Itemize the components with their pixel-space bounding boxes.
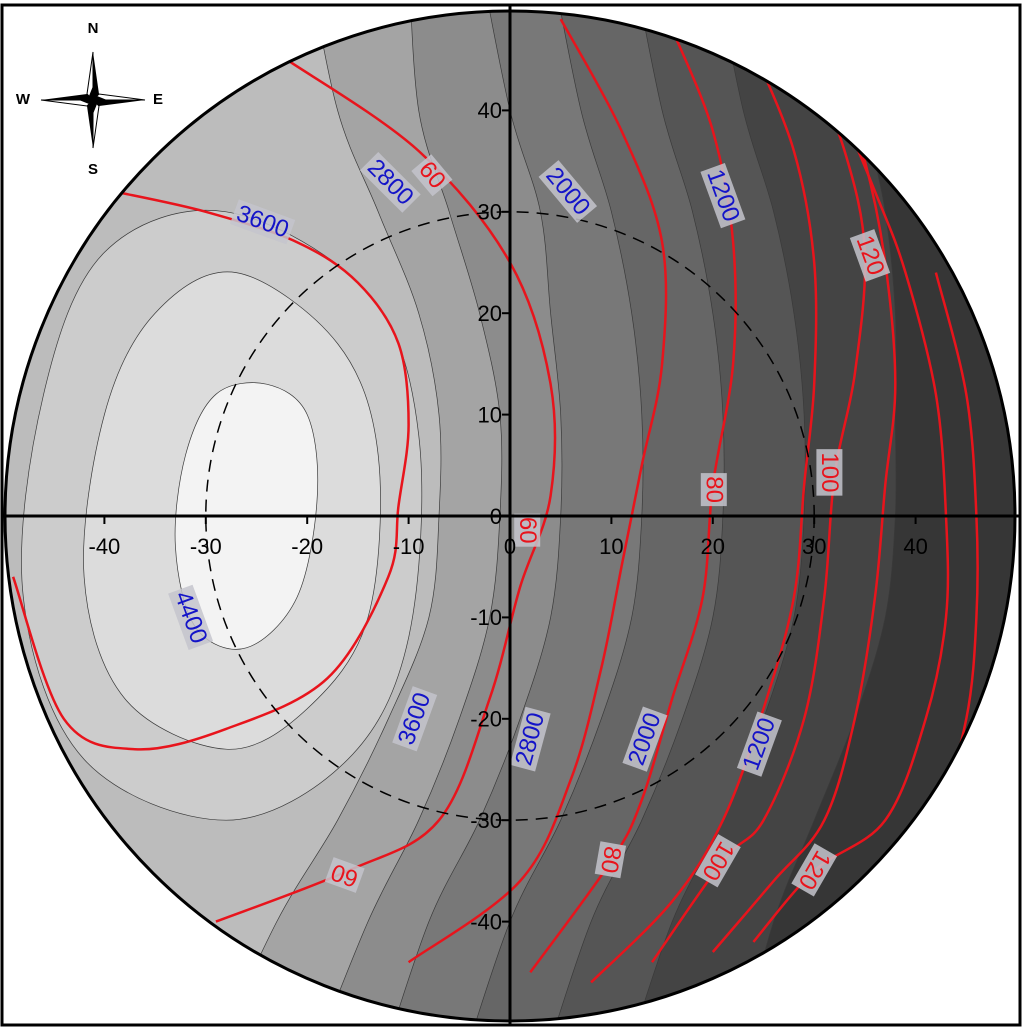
contour-label-box xyxy=(359,151,421,213)
contour-label-box xyxy=(324,857,365,893)
x-tick-label: 10 xyxy=(599,534,623,559)
contour-label-text: 60 xyxy=(514,517,541,544)
contour-label-box xyxy=(700,473,727,507)
contour-line xyxy=(650,49,867,963)
compass-arm xyxy=(41,94,93,100)
y-tick-label: 30 xyxy=(478,200,502,225)
contour-line xyxy=(711,69,897,953)
compass-south: S xyxy=(88,161,98,178)
contour-label: 100 xyxy=(816,449,843,496)
contour-label-box xyxy=(849,229,891,282)
compass-center xyxy=(79,86,107,114)
contour-label: 60 xyxy=(514,513,541,547)
x-tick-label: 40 xyxy=(903,534,927,559)
contour-label-box xyxy=(168,584,214,651)
x-tick-label: -20 xyxy=(291,534,323,559)
contour-label: 80 xyxy=(594,841,627,879)
contour-label-box xyxy=(392,686,438,752)
x-tick-label: -10 xyxy=(393,534,425,559)
contour-label-box xyxy=(514,513,541,547)
contour-label-text: 80 xyxy=(700,476,727,503)
compass-arm xyxy=(93,52,99,100)
x-tick-label: 20 xyxy=(701,534,725,559)
compass-east: E xyxy=(153,91,163,108)
contour-label: 60 xyxy=(324,857,365,893)
contour-label-box xyxy=(791,843,838,897)
contour-label-box xyxy=(411,154,453,197)
contour-label-box xyxy=(538,160,598,223)
contour-label: 120 xyxy=(791,843,838,897)
y-tick-label: -30 xyxy=(470,808,502,833)
x-tick-label: 0 xyxy=(504,534,516,559)
y-tick-label: 10 xyxy=(478,402,502,427)
contour-line xyxy=(590,49,818,984)
contour-label-box xyxy=(700,162,746,229)
contour-label-box xyxy=(594,841,627,879)
y-tick-label: -40 xyxy=(470,909,502,934)
contour-line xyxy=(407,18,668,964)
contour-label-box xyxy=(229,199,296,245)
contour-label-text: 100 xyxy=(816,452,843,492)
x-tick-label: -30 xyxy=(190,534,222,559)
compass-arm xyxy=(87,100,93,148)
x-tick-label: -40 xyxy=(89,534,121,559)
contour-line xyxy=(11,190,410,751)
contour-label-box xyxy=(509,706,551,772)
compass-west: W xyxy=(16,91,31,108)
x-tick-label: 30 xyxy=(802,534,826,559)
contour-label-box xyxy=(736,711,782,777)
y-tick-label: 20 xyxy=(478,301,502,326)
contour-label-box xyxy=(695,834,741,888)
compass-north: N xyxy=(88,20,99,37)
contour-label-box xyxy=(622,706,668,772)
contour-label: 80 xyxy=(700,473,727,507)
contour-line xyxy=(752,69,950,943)
contour-label-box xyxy=(816,449,843,496)
compass: N S E W xyxy=(16,20,163,178)
y-tick-label: 40 xyxy=(478,98,502,123)
contour-line xyxy=(215,58,557,923)
compass-arm xyxy=(93,100,145,106)
y-tick-label: -10 xyxy=(470,605,502,630)
contour-label-text: 80 xyxy=(595,844,626,875)
y-tick-label: 0 xyxy=(490,504,502,529)
overlay: -40 -30 -20 -10 0 10 20 30 40 -40 -30 -20 -10 0 10 20 30… xyxy=(2,5,1020,1025)
frame xyxy=(0,3,1022,1027)
y-tick-label: -20 xyxy=(470,707,502,732)
